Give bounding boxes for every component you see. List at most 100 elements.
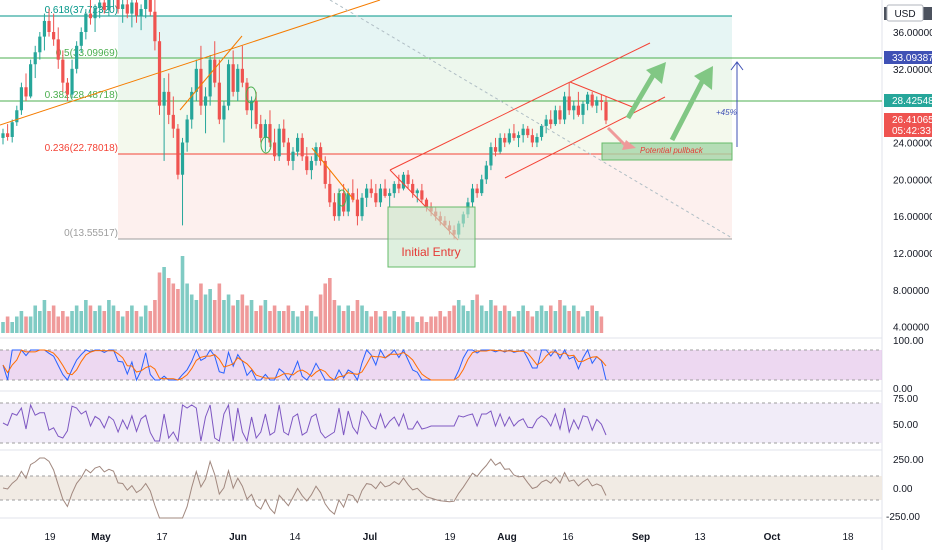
candle-body <box>254 101 258 125</box>
volume-bar <box>291 311 295 333</box>
volume-bar <box>332 300 337 333</box>
volume-bar <box>466 311 470 333</box>
price-badge-label: 33.09387 <box>892 53 932 64</box>
volume-bar <box>295 316 300 333</box>
candle-body <box>549 119 553 125</box>
candle-body <box>176 128 180 175</box>
volume-bar <box>378 316 383 333</box>
volume-bar <box>111 305 116 333</box>
volume-bar <box>401 311 406 333</box>
time-axis[interactable]: 19 May 17 Jun 14 Jul 19 Aug 16 Sep 13 Oct 18 <box>44 532 854 543</box>
volume-bar <box>171 283 176 333</box>
volume-bar <box>374 311 378 333</box>
candle-body <box>245 82 249 111</box>
volume-bar <box>544 311 548 333</box>
volume-bar <box>226 294 231 333</box>
volume-bar <box>79 311 84 333</box>
drawings[interactable]: Initial Entry Potential pullback +45% <box>0 0 744 268</box>
volume-bar <box>516 311 521 333</box>
candle-body <box>144 0 148 9</box>
volume-bar <box>594 311 599 333</box>
circle-marker[interactable] <box>337 189 347 207</box>
long-trendline[interactable] <box>0 0 381 126</box>
pullback-arrow[interactable] <box>606 126 627 147</box>
candle-body <box>388 193 392 196</box>
candle-body <box>208 59 212 97</box>
channel-bottom[interactable] <box>504 96 666 179</box>
volume-bar <box>318 294 323 333</box>
cci-axis-low: -250.00 <box>886 512 920 523</box>
candle-body <box>272 142 277 157</box>
channel-top[interactable] <box>389 42 651 171</box>
candle-body <box>47 20 51 32</box>
up-arrow-2[interactable] <box>669 76 707 142</box>
candle-body <box>397 183 401 189</box>
cci-pane[interactable] <box>0 457 882 519</box>
volume-bar <box>212 300 217 333</box>
price-tick-label: 12.00000 <box>893 249 932 260</box>
candle-body <box>484 165 488 180</box>
candle-body <box>139 8 143 16</box>
up-arrow-1[interactable] <box>625 70 658 120</box>
candle-body <box>116 0 120 9</box>
up-arrow-1-head <box>646 62 666 84</box>
candle-body <box>590 94 594 106</box>
volume-bar <box>74 305 79 333</box>
volume-bar <box>461 305 466 333</box>
volume-bar <box>263 300 268 333</box>
volume-bar <box>235 300 240 333</box>
up-arrow-2-head <box>694 66 713 90</box>
candle-body <box>480 179 484 194</box>
stochastic-pane[interactable] <box>0 348 882 382</box>
volume-bar <box>143 305 148 333</box>
volume-bar <box>176 289 180 333</box>
price-tick-label: 24.00000 <box>893 139 932 150</box>
volume-bar <box>369 316 374 333</box>
candle-body <box>342 193 346 212</box>
trendline-top[interactable] <box>569 81 636 109</box>
candle-body <box>521 128 525 136</box>
candle-body <box>42 20 47 37</box>
candle-body <box>263 124 267 138</box>
candle-body <box>171 114 175 129</box>
time-tick-label: 18 <box>842 532 854 543</box>
price-axis[interactable]: 36.00000 32.00000 24.00000 20.00000 16.00000… <box>893 28 932 334</box>
candle-body <box>572 105 576 111</box>
initial-entry-box[interactable] <box>387 206 476 268</box>
candle-body <box>493 147 498 152</box>
volume-bar <box>470 300 475 333</box>
trendline-jun[interactable] <box>311 147 355 201</box>
candle-body <box>157 41 162 106</box>
time-tick-label: 13 <box>694 532 706 543</box>
volume-bar <box>530 316 535 333</box>
candle-body <box>295 137 300 152</box>
gain-label: +45% <box>716 108 737 117</box>
circle-marker[interactable] <box>260 136 272 154</box>
candle-body <box>420 190 424 200</box>
candle-body <box>512 133 516 138</box>
volume-bar <box>281 311 286 333</box>
volume-bar <box>581 316 585 333</box>
volume-bar <box>97 305 102 333</box>
candle-body <box>595 100 599 106</box>
volume-bar <box>433 316 438 333</box>
volume-bar <box>70 311 74 333</box>
volume-bar <box>148 311 153 333</box>
candle-body <box>470 188 475 203</box>
volume-bar <box>286 305 291 333</box>
volume-bar <box>507 311 512 333</box>
circle-marker[interactable] <box>245 86 257 104</box>
volume-bar <box>558 300 562 333</box>
candle-body <box>167 91 171 115</box>
candle-body <box>374 193 378 203</box>
trendline-may[interactable] <box>179 35 243 111</box>
candle-body <box>516 135 521 138</box>
candle-body <box>360 197 364 217</box>
candle-body <box>544 119 548 126</box>
volume-bar <box>254 311 258 333</box>
currency-button[interactable]: USD <box>886 4 924 22</box>
candle-body <box>29 64 33 97</box>
rsi-pane[interactable] <box>0 402 882 444</box>
candle-body <box>576 105 580 115</box>
